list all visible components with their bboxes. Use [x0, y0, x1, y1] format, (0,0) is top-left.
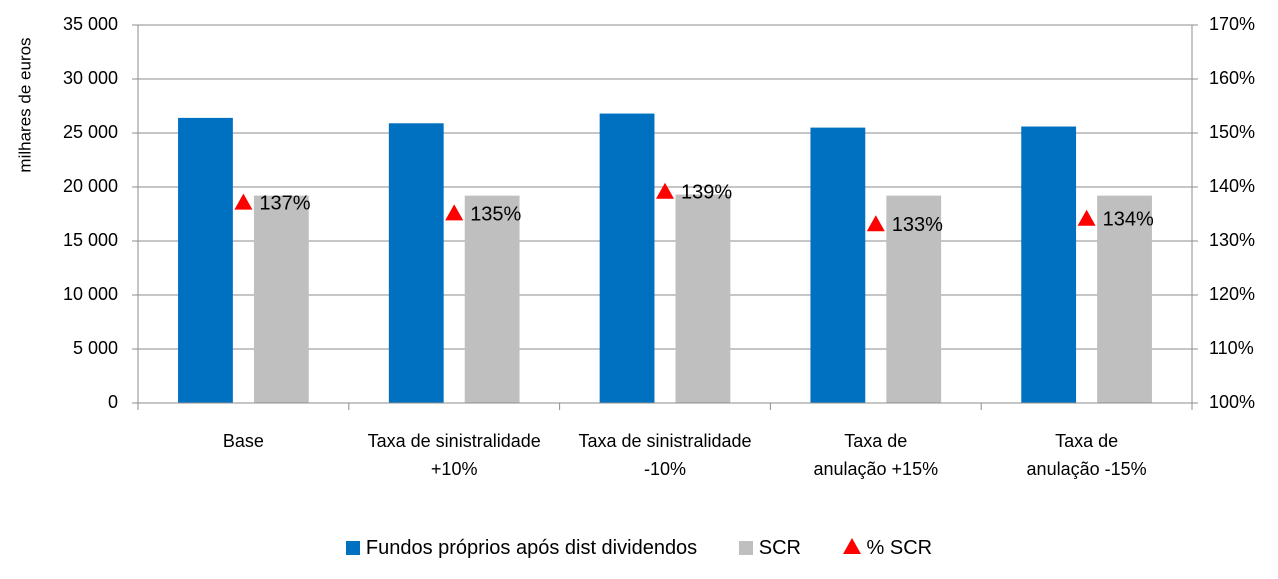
category-label: +10% — [431, 459, 478, 479]
category-label: Taxa de — [844, 431, 907, 451]
y2-tick-label: 170% — [1209, 14, 1255, 34]
bar-scr — [886, 195, 942, 403]
bar-fundos-proprios — [178, 117, 233, 403]
bars — [178, 113, 1152, 404]
x-axis-categories: Base Taxa de sinistralidade +10% Taxa de si… — [223, 431, 1147, 479]
y2-axis-ticks: 100% 110% 120% 130% 140% 150% 160% 170% — [1209, 14, 1255, 412]
markers — [234, 182, 1096, 232]
y-tick-label: 0 — [108, 392, 118, 412]
y-axis-ticks: 0 5 000 10 000 15 000 20 000 25 000 30 000 35 0… — [63, 14, 118, 412]
gridlines — [138, 24, 1192, 350]
category-label: anulação -15% — [1027, 459, 1147, 479]
category-label: -10% — [644, 459, 686, 479]
legend: Fundos próprios após dist dividendos SCR… — [0, 537, 1278, 560]
bar-scr — [464, 195, 520, 403]
category-label: Taxa de — [1055, 431, 1118, 451]
legend-item-fundos: Fundos próprios após dist dividendos — [345, 537, 698, 560]
y2-tick-label: 150% — [1209, 122, 1255, 142]
bar-scr — [1097, 195, 1152, 403]
data-label-pct-scr: 133% — [892, 214, 943, 236]
marker-pct-scr — [234, 193, 253, 210]
bar-fundos-proprios — [810, 127, 866, 403]
marker-pct-scr — [445, 204, 464, 221]
data-label-pct-scr: 135% — [470, 203, 521, 225]
y-tick-label: 15 000 — [63, 230, 118, 250]
y-tick-label: 20 000 — [63, 176, 118, 196]
marker-pct-scr — [1077, 209, 1096, 226]
legend-label-pct-scr: % SCR — [866, 537, 933, 560]
category-label: Taxa de sinistralidade — [578, 431, 751, 451]
y-axis-label: milhares de euros — [15, 37, 34, 172]
y2-tick-label: 140% — [1209, 176, 1255, 196]
y-tick-label: 5 000 — [73, 338, 118, 358]
y2-tick-label: 120% — [1209, 284, 1255, 304]
data-labels: 137% 135% 139% 133% 134% — [259, 182, 1154, 236]
y-tick-label: 25 000 — [63, 122, 118, 142]
bar-fundos-proprios — [599, 113, 655, 403]
data-label-pct-scr: 134% — [1103, 209, 1154, 231]
bar-scr — [675, 194, 731, 403]
y2-tick-label: 130% — [1209, 230, 1255, 250]
legend-swatch-scr — [738, 541, 753, 556]
legend-item-scr: SCR — [738, 537, 801, 560]
y-tick-label: 30 000 — [63, 68, 118, 88]
marker-pct-scr — [866, 215, 885, 232]
legend-label-scr: SCR — [758, 537, 801, 560]
marker-pct-scr — [656, 182, 674, 199]
bar-fundos-proprios — [388, 123, 444, 403]
bar-fundos-proprios — [1021, 126, 1077, 404]
category-label: Base — [223, 431, 264, 451]
category-label: anulação +15% — [813, 459, 938, 479]
chart: milhares de euros 0 5 000 10 000 15 000 20 0… — [15, 14, 1255, 479]
category-label: Taxa de sinistralidade — [368, 431, 541, 451]
legend-item-pct-scr: % SCR — [842, 537, 933, 560]
data-label-pct-scr: 139% — [681, 182, 732, 204]
y2-tick-label: 100% — [1209, 392, 1255, 412]
legend-triangle-icon — [842, 538, 861, 555]
data-label-pct-scr: 137% — [259, 192, 310, 214]
legend-label-fundos: Fundos próprios após dist dividendos — [365, 537, 698, 560]
y-tick-label: 10 000 — [63, 284, 118, 304]
bar-scr — [253, 195, 309, 403]
y2-tick-label: 110% — [1209, 338, 1254, 358]
axes — [132, 24, 1198, 410]
y2-tick-label: 160% — [1209, 68, 1255, 88]
y-tick-label: 35 000 — [63, 14, 118, 34]
legend-swatch-fundos — [345, 541, 360, 556]
